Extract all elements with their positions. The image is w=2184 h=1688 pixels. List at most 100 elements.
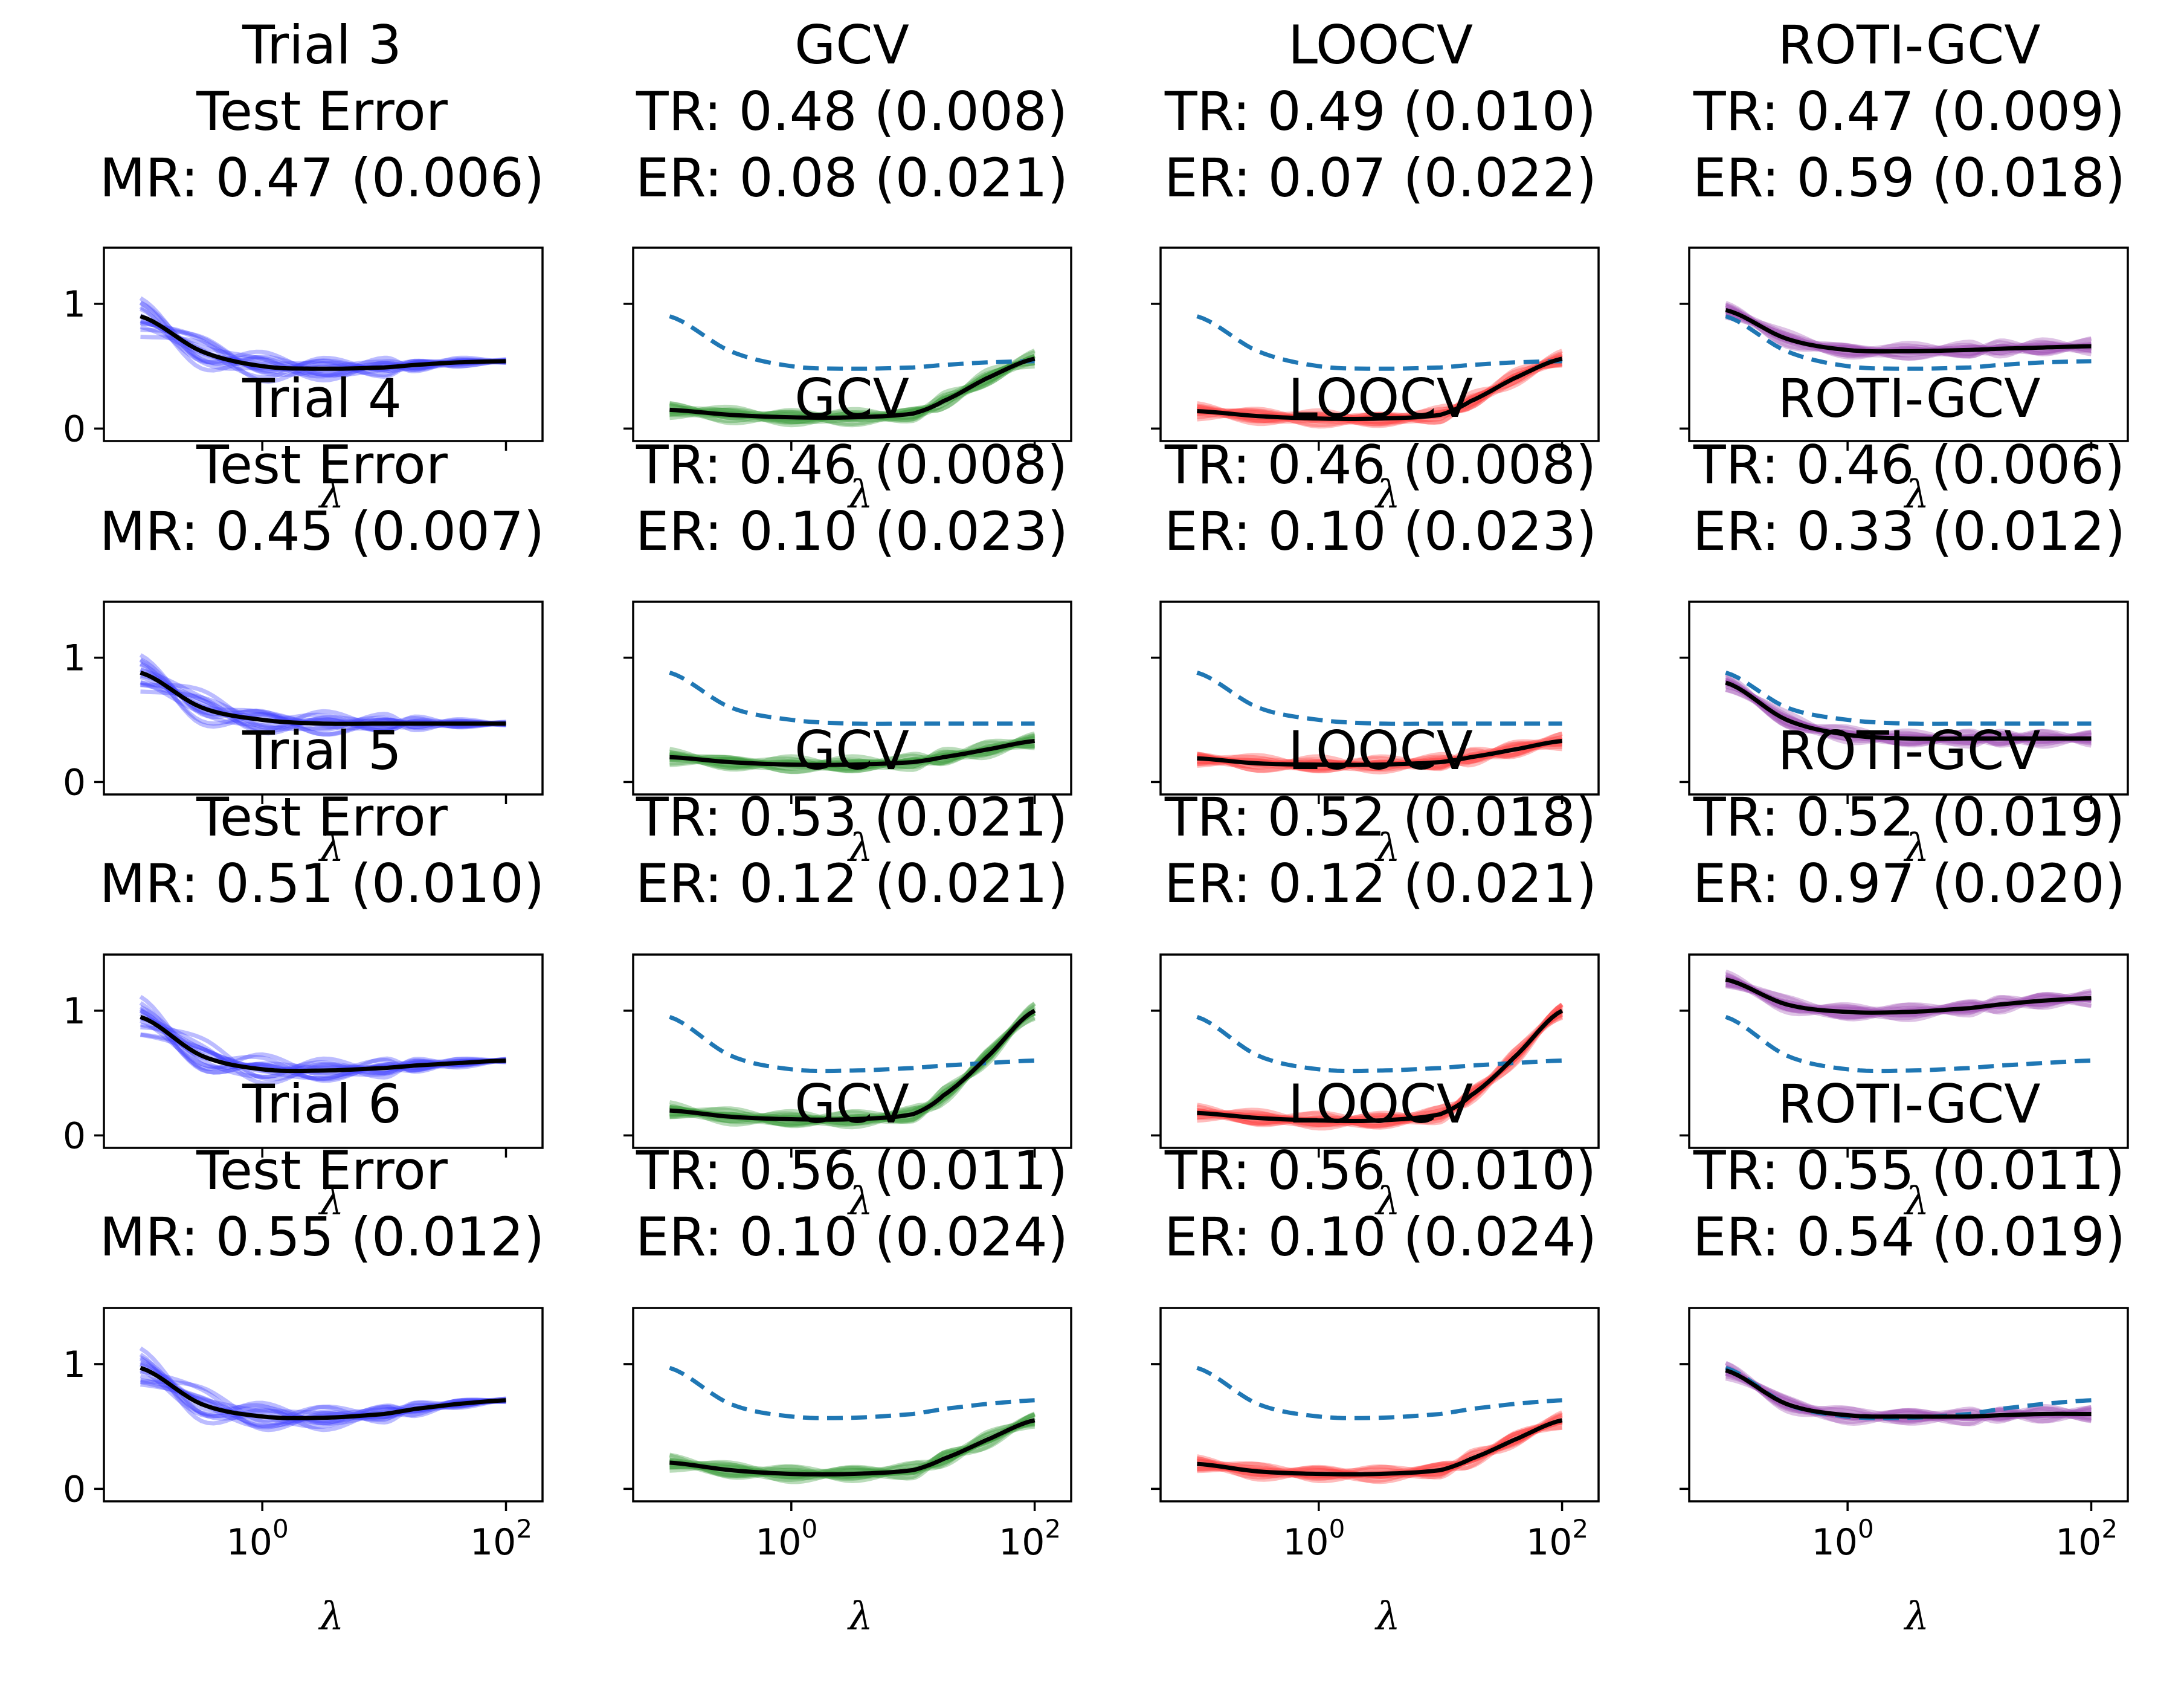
x-tick-label: 100 bbox=[227, 1514, 289, 1564]
x-axis-label: λ bbox=[1374, 1594, 1400, 1639]
panel-title-line: TR: 0.52 (0.019) bbox=[1693, 786, 2125, 848]
panel-loocv-row4 bbox=[1151, 1307, 1600, 1511]
x-tick-label: 102 bbox=[999, 1514, 1061, 1564]
panel-title-line: ER: 0.12 (0.021) bbox=[636, 852, 1068, 915]
panel-title-line: GCV bbox=[794, 367, 909, 430]
panel-title-line: ER: 0.10 (0.023) bbox=[636, 500, 1068, 562]
test-error-dashed-line bbox=[669, 671, 1035, 726]
panel-roti-row4 bbox=[1680, 1307, 2129, 1511]
test-error-dashed-line bbox=[669, 1365, 1035, 1420]
panel-title-line: LOOCV bbox=[1288, 14, 1473, 76]
trial-curve-test bbox=[140, 319, 506, 378]
panel-title-line: MR: 0.45 (0.007) bbox=[100, 500, 544, 562]
panel-title-line: TR: 0.46 (0.006) bbox=[1693, 434, 2125, 496]
plot-area bbox=[1725, 301, 2092, 371]
y-tick-label: 0 bbox=[63, 761, 86, 804]
panel-title-line: TR: 0.48 (0.008) bbox=[636, 80, 1068, 143]
x-axis-label: λ bbox=[1374, 472, 1400, 517]
mean-curve bbox=[669, 1008, 1036, 1122]
x-axis-label: λ bbox=[846, 1179, 873, 1224]
panel-title-line: ROTI-GCV bbox=[1778, 14, 2041, 76]
axes-frame bbox=[103, 246, 544, 442]
x-axis-label: λ bbox=[318, 1594, 344, 1639]
panel-title-line: ER: 0.59 (0.018) bbox=[1693, 147, 2125, 209]
mean-curve bbox=[140, 1365, 506, 1420]
x-axis-label: λ bbox=[1903, 472, 1930, 517]
mean-curve bbox=[1197, 1008, 1564, 1123]
x-axis-label: λ bbox=[1374, 826, 1400, 871]
panel-title-line: TR: 0.46 (0.008) bbox=[636, 434, 1068, 496]
axes-frame bbox=[1688, 953, 2129, 1149]
plot-area bbox=[139, 994, 506, 1086]
panel-title-line: GCV bbox=[794, 720, 909, 782]
trial-curve-loocv bbox=[1197, 1413, 1563, 1480]
panel-title-line: TR: 0.53 (0.021) bbox=[636, 786, 1068, 848]
panel-title-line: GCV bbox=[794, 1073, 909, 1135]
plot-area bbox=[139, 296, 506, 384]
trial-curve-roti bbox=[1725, 301, 2092, 361]
panel-test-row4 bbox=[94, 1307, 544, 1511]
y-tick-label: 1 bbox=[63, 1344, 86, 1386]
panel-title-line: Test Error bbox=[196, 786, 448, 848]
plot-area bbox=[1724, 671, 2092, 749]
mean-curve bbox=[140, 1014, 506, 1074]
panel-title-line: ER: 0.54 (0.019) bbox=[1693, 1206, 2125, 1268]
plot-area bbox=[1196, 671, 1563, 775]
x-axis-label: λ bbox=[846, 1594, 873, 1639]
panel-gcv-row2 bbox=[623, 601, 1072, 804]
mean-curve bbox=[140, 314, 506, 371]
panel-title-line: ER: 0.10 (0.024) bbox=[636, 1206, 1068, 1268]
panel-loocv-row3 bbox=[1151, 953, 1600, 1158]
plot-area bbox=[1196, 1002, 1564, 1131]
axes-frame bbox=[103, 601, 544, 796]
axes-frame bbox=[1159, 601, 1600, 796]
plot-area bbox=[139, 1346, 506, 1432]
trial-curve-gcv bbox=[669, 357, 1036, 428]
test-error-dashed-line bbox=[1196, 314, 1562, 371]
trial-curve-loocv bbox=[1197, 742, 1562, 769]
axes-frame bbox=[632, 953, 1072, 1149]
panel-title-line: ER: 0.07 (0.022) bbox=[1164, 147, 1597, 209]
trial-curve-test bbox=[139, 1355, 506, 1432]
axes-frame bbox=[1688, 601, 2129, 796]
mean-curve bbox=[1725, 308, 2092, 354]
y-tick-label: 1 bbox=[63, 990, 86, 1032]
panel-title-line: Test Error bbox=[196, 80, 448, 143]
x-axis-label: λ bbox=[1903, 1594, 1930, 1639]
panel-title-line: ER: 0.33 (0.012) bbox=[1693, 500, 2125, 562]
plot-area bbox=[139, 653, 506, 737]
panel-title-line: Trial 6 bbox=[242, 1073, 402, 1135]
x-axis-label: λ bbox=[846, 826, 873, 871]
trial-curve-gcv bbox=[669, 1008, 1036, 1127]
panel-title-line: MR: 0.47 (0.006) bbox=[100, 147, 544, 209]
trial-curve-roti bbox=[1725, 688, 2092, 746]
panel-title-line: Trial 5 bbox=[242, 720, 402, 782]
x-tick-label: 100 bbox=[1283, 1514, 1345, 1564]
x-axis-label: λ bbox=[846, 472, 873, 517]
x-axis-label: λ bbox=[1903, 1179, 1930, 1224]
axes-frame bbox=[1688, 246, 2129, 442]
test-error-dashed-line bbox=[1196, 671, 1562, 726]
test-error-dashed-line bbox=[1725, 671, 2092, 726]
mean-curve bbox=[140, 671, 506, 726]
panel-title-line: ROTI-GCV bbox=[1778, 720, 2041, 782]
x-tick-label: 102 bbox=[2055, 1514, 2118, 1564]
plot-area bbox=[1196, 314, 1563, 429]
panel-title-line: Trial 3 bbox=[242, 14, 402, 76]
mean-curve bbox=[669, 739, 1035, 767]
x-tick-label: 100 bbox=[755, 1514, 817, 1564]
mean-curve bbox=[1197, 739, 1562, 767]
plot-area bbox=[669, 671, 1036, 775]
x-axis-label: λ bbox=[318, 826, 344, 871]
panel-title-line: TR: 0.52 (0.018) bbox=[1164, 786, 1596, 848]
x-axis-label: λ bbox=[318, 472, 344, 517]
panel-title-line: LOOCV bbox=[1288, 1073, 1473, 1135]
y-tick-label: 0 bbox=[63, 1468, 86, 1510]
panel-title-line: Test Error bbox=[196, 1139, 448, 1202]
panel-test-row3 bbox=[94, 953, 544, 1158]
x-tick-label: 102 bbox=[470, 1514, 532, 1564]
mean-curve bbox=[669, 356, 1036, 420]
panel-title-line: TR: 0.46 (0.008) bbox=[1164, 434, 1596, 496]
axes-frame bbox=[632, 246, 1072, 442]
